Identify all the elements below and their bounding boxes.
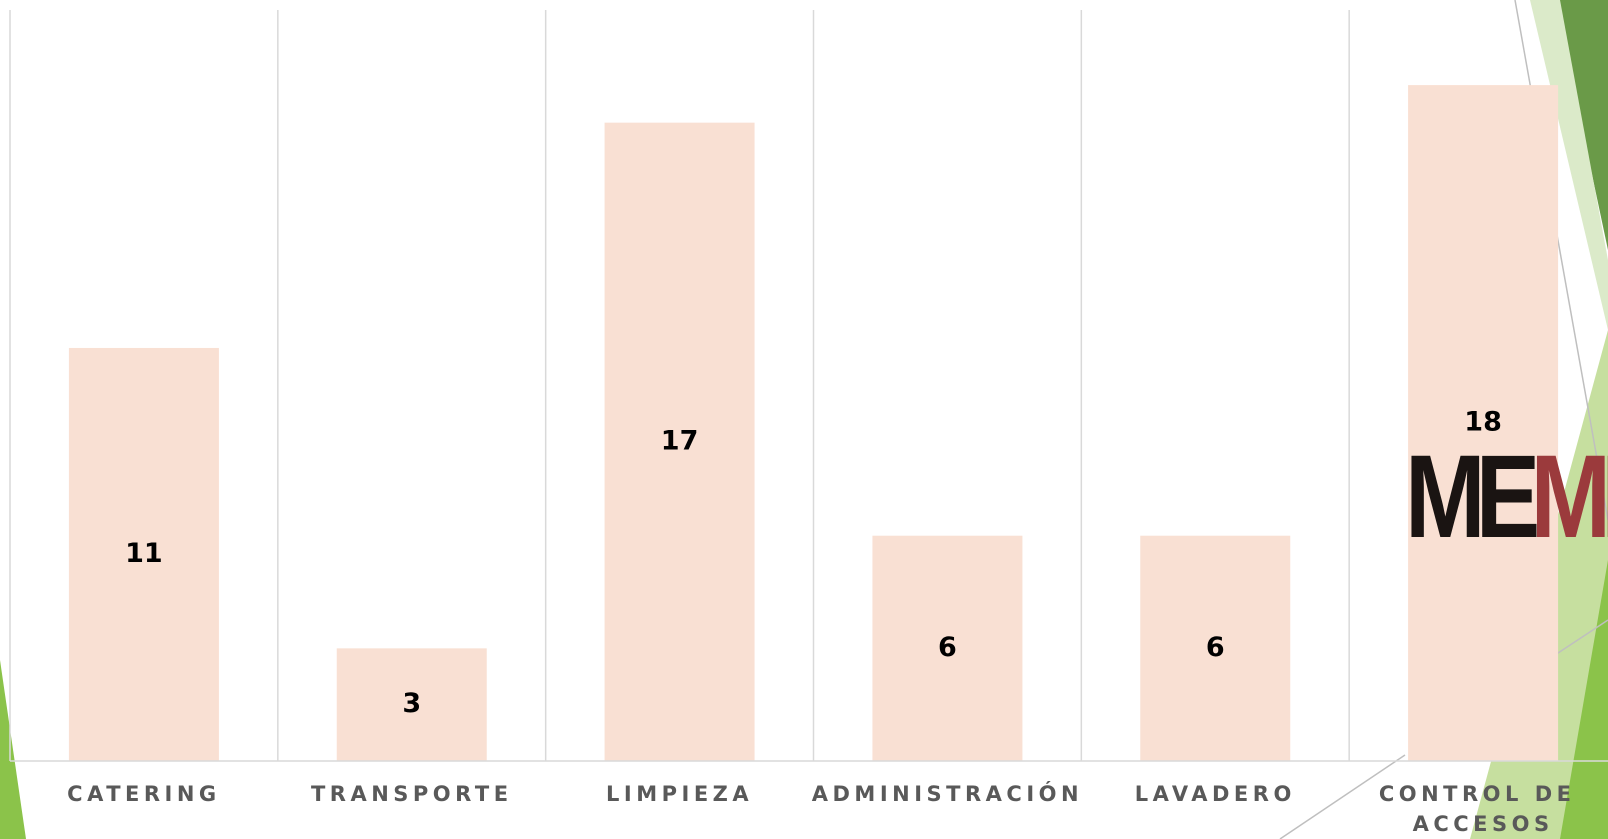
deco-triangle bbox=[0, 660, 26, 839]
data-label: 11 bbox=[125, 538, 163, 569]
logo: MEMI bbox=[1405, 430, 1608, 562]
page: {"chart_data": {"type": "bar", "categori… bbox=[0, 0, 1608, 839]
x-tick-label: LIMPIEZA bbox=[606, 782, 753, 806]
data-label: 6 bbox=[1206, 632, 1225, 663]
x-tick-label: TRANSPORTE bbox=[311, 782, 513, 806]
data-label: 6 bbox=[938, 632, 957, 663]
x-tick-label-line: ADMINISTRACIÓN bbox=[812, 781, 1083, 806]
logo-part: ME bbox=[1405, 430, 1537, 562]
x-tick-label-line: CONTROL DE bbox=[1379, 782, 1587, 806]
logo-part: MI bbox=[1530, 430, 1608, 562]
x-tick-label-line: ACCESOS bbox=[1413, 812, 1554, 836]
decoration bbox=[0, 0, 1608, 839]
x-tick-label: ADMINISTRACIÓN bbox=[812, 781, 1083, 806]
x-tick-label: LAVADERO bbox=[1135, 782, 1296, 806]
data-label: 17 bbox=[661, 425, 699, 456]
chart: 113176618CATERINGTRANSPORTELIMPIEZAADMIN… bbox=[0, 0, 1608, 839]
data-label: 3 bbox=[402, 688, 421, 719]
x-tick-label: CATERING bbox=[67, 782, 221, 806]
